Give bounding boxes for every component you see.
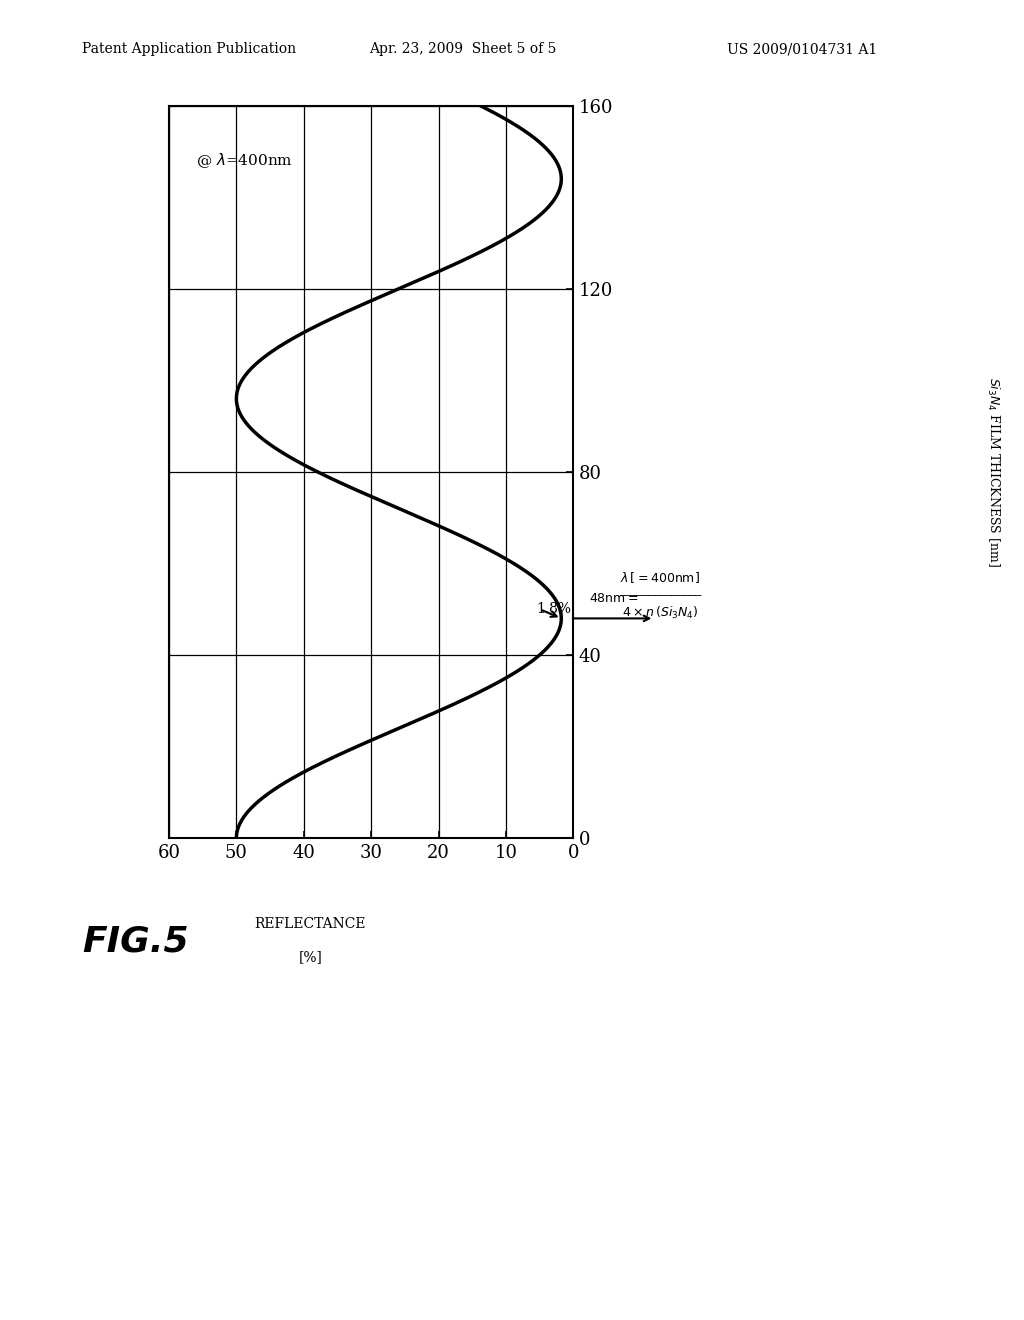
Text: 1.8%: 1.8% bbox=[537, 602, 571, 616]
Text: [%]: [%] bbox=[299, 950, 323, 965]
Text: REFLECTANCE: REFLECTANCE bbox=[255, 917, 367, 932]
Text: $48\mathrm{nm}=$: $48\mathrm{nm}=$ bbox=[589, 593, 639, 605]
Text: US 2009/0104731 A1: US 2009/0104731 A1 bbox=[727, 42, 878, 57]
Text: ──────────────: ────────────── bbox=[620, 591, 701, 601]
Text: $4\times n\,(Si_3N_4)$: $4\times n\,(Si_3N_4)$ bbox=[623, 605, 698, 622]
Text: FIG.5: FIG.5 bbox=[82, 924, 188, 958]
Text: $\lambda\,[=400\mathrm{nm}]$: $\lambda\,[=400\mathrm{nm}]$ bbox=[621, 570, 700, 586]
Text: @ $\lambda$=400nm: @ $\lambda$=400nm bbox=[196, 152, 293, 170]
Text: Patent Application Publication: Patent Application Publication bbox=[82, 42, 296, 57]
Text: Apr. 23, 2009  Sheet 5 of 5: Apr. 23, 2009 Sheet 5 of 5 bbox=[369, 42, 556, 57]
Text: $Si_3N_4$ FILM THICKNESS [nm]: $Si_3N_4$ FILM THICKNESS [nm] bbox=[985, 378, 1001, 566]
